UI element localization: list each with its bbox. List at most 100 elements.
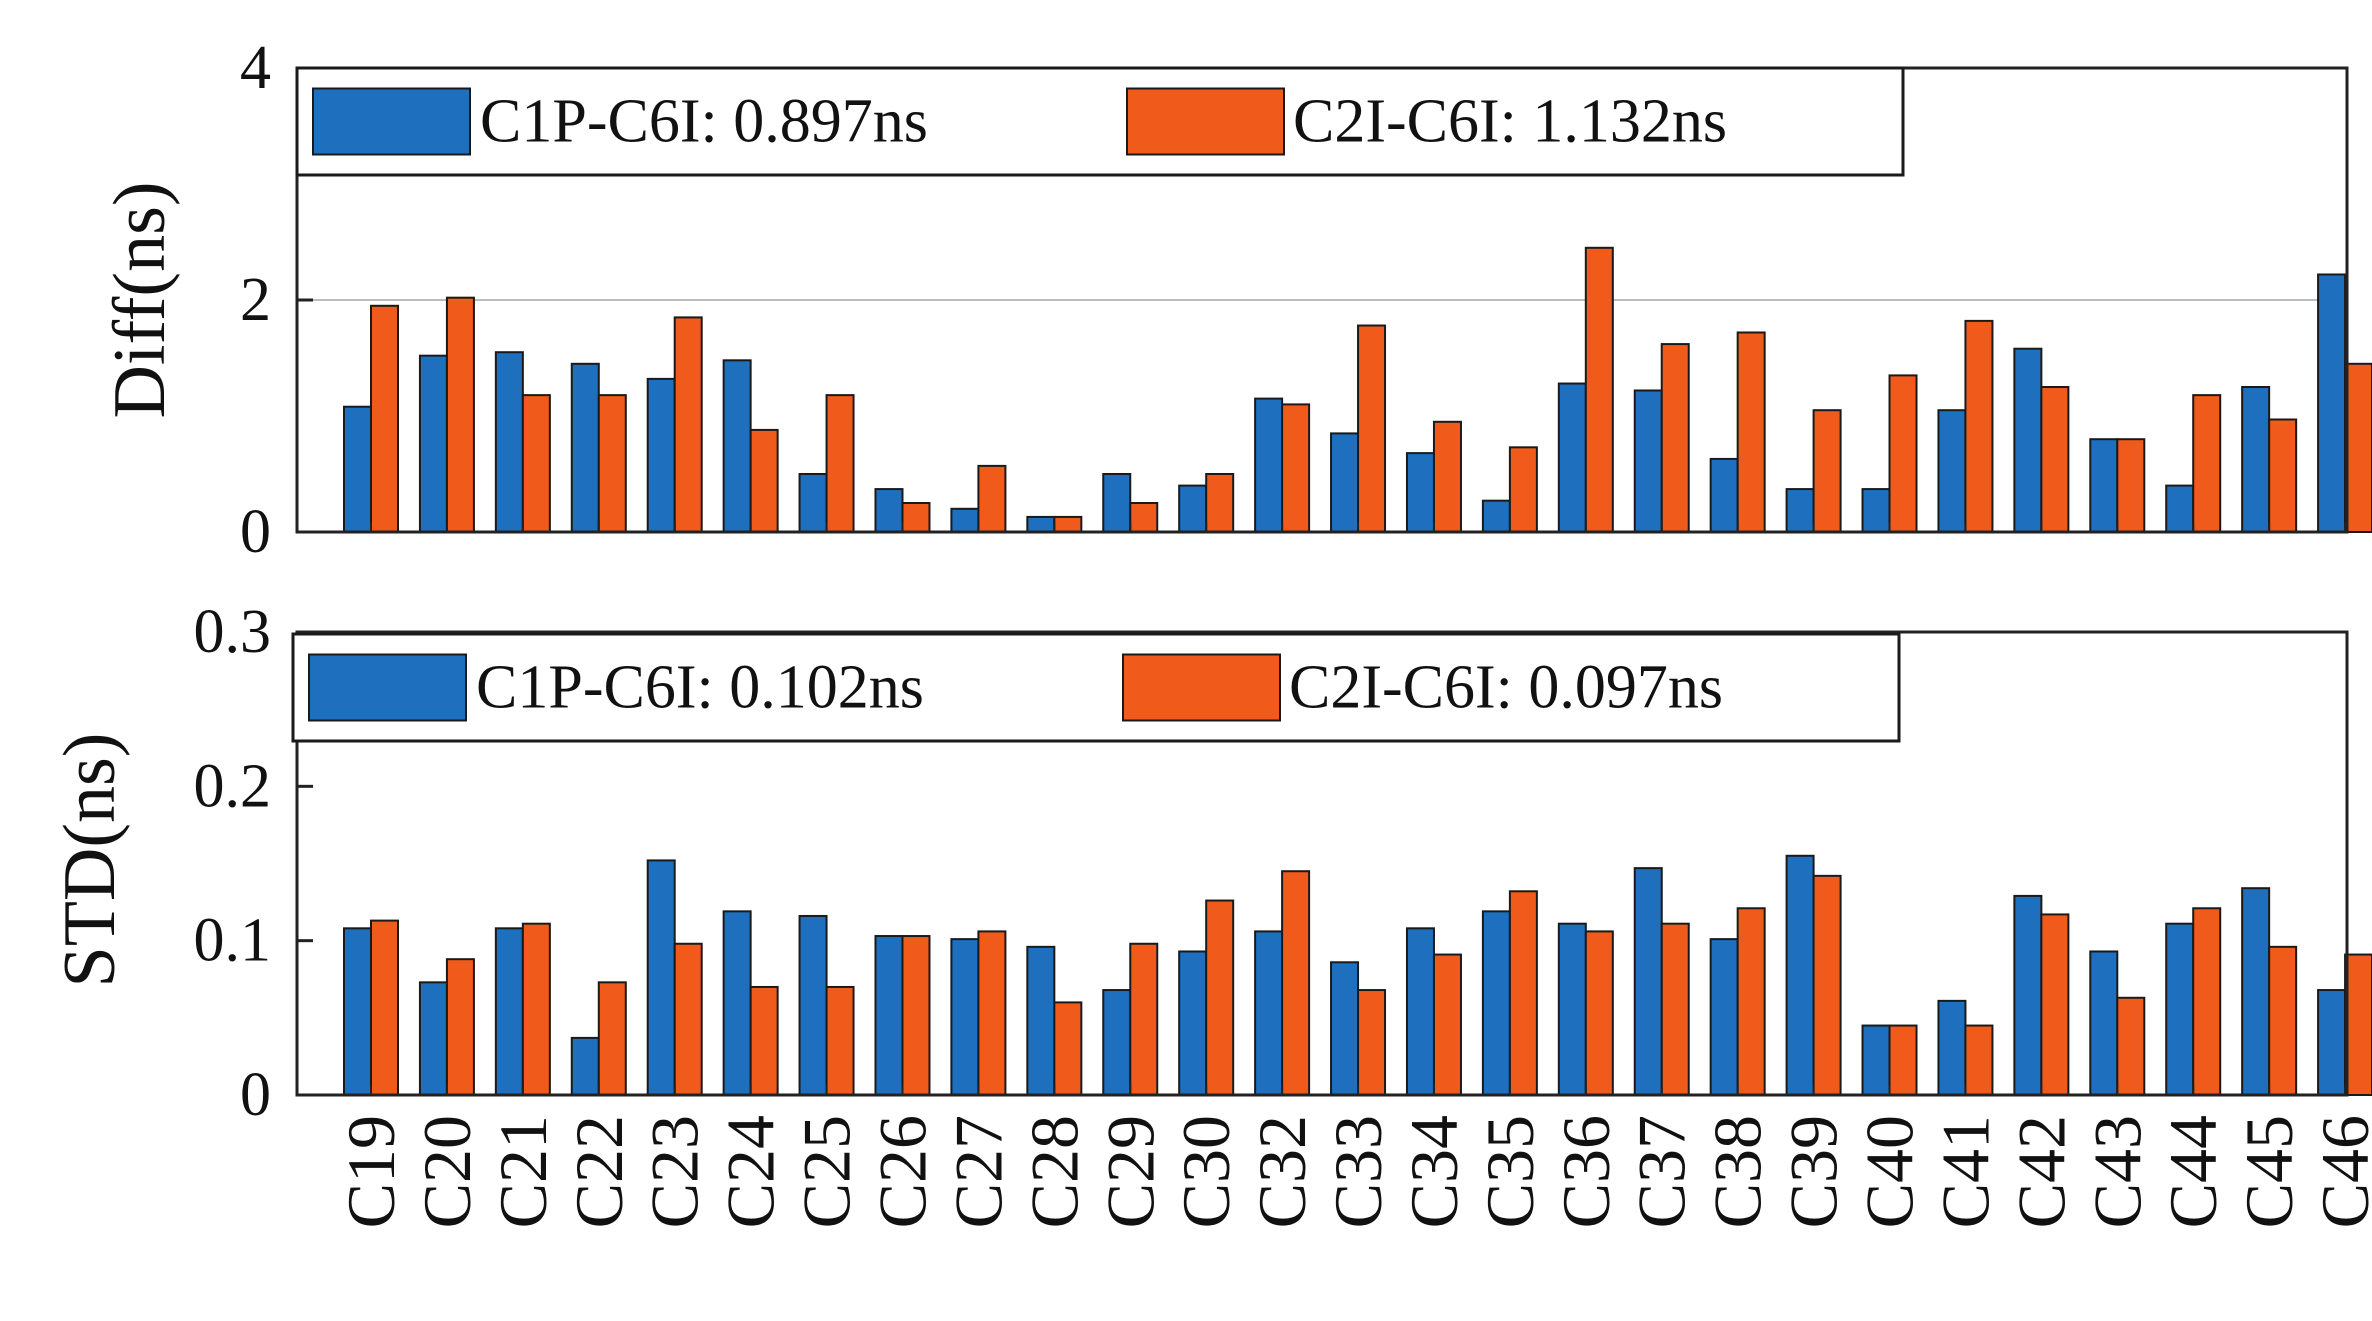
- bar: [1330, 432, 1360, 533]
- x-tick-label: C27: [940, 1115, 1016, 1228]
- bar: [2268, 945, 2298, 1097]
- bar: [2268, 418, 2298, 534]
- bar: [1557, 922, 1587, 1096]
- bar: [1281, 870, 1311, 1097]
- y-tick-label: 0.3: [194, 598, 272, 666]
- x-tick-label: C21: [485, 1115, 561, 1228]
- bar: [2013, 894, 2043, 1096]
- bar: [445, 296, 475, 533]
- bar: [1481, 910, 1511, 1096]
- bar: [1053, 515, 1083, 533]
- bar: [1964, 319, 1994, 533]
- bar: [1432, 953, 1462, 1096]
- bar: [1812, 409, 1842, 534]
- bar: [1709, 938, 1739, 1097]
- bar: [2344, 953, 2372, 1096]
- x-tick-label: C37: [1624, 1115, 1700, 1228]
- bar: [1178, 484, 1208, 534]
- bar: [1481, 499, 1511, 533]
- bar: [673, 316, 703, 533]
- bar: [1660, 922, 1690, 1096]
- bar: [521, 394, 551, 533]
- bar: [1633, 867, 1663, 1096]
- legend-label-series2: C2I-C6I: 0.097ns: [1289, 654, 1723, 722]
- bar: [1357, 989, 1387, 1097]
- bar: [1508, 890, 1538, 1097]
- legend: C1P-C6I: 0.102ns C2I-C6I: 0.097ns: [291, 632, 1901, 743]
- x-tick-label: C34: [1396, 1115, 1472, 1228]
- bar: [1432, 420, 1462, 533]
- bar: [494, 351, 524, 534]
- legend-swatch-series2: [1126, 87, 1285, 156]
- y-tick-label: 0: [240, 1061, 271, 1129]
- bar: [1888, 374, 1918, 533]
- x-tick-label: C25: [789, 1115, 865, 1228]
- x-tick-label: C28: [1016, 1115, 1092, 1228]
- bar: [2040, 386, 2070, 533]
- bar: [2089, 950, 2119, 1096]
- bar: [597, 394, 627, 533]
- bar: [825, 394, 855, 533]
- bar: [1508, 446, 1538, 534]
- bar: [749, 985, 779, 1097]
- legend-box: [295, 66, 1905, 177]
- y-tick-label: 0.2: [194, 752, 272, 820]
- y-tick-label: 0: [240, 498, 271, 566]
- bar: [825, 985, 855, 1097]
- bar: [2192, 907, 2222, 1096]
- legend-box: [291, 632, 1901, 743]
- bar: [1102, 473, 1132, 533]
- bar: [1129, 942, 1159, 1097]
- x-tick-label: C24: [713, 1115, 789, 1228]
- bar: [646, 859, 676, 1096]
- legend: C1P-C6I: 0.897ns C2I-C6I: 1.132ns: [295, 66, 1905, 177]
- bar: [370, 304, 399, 533]
- bar: [749, 428, 779, 534]
- bar: [673, 942, 703, 1097]
- bar: [1281, 403, 1311, 533]
- x-tick-label: C44: [2155, 1115, 2231, 1228]
- bar: [343, 405, 372, 533]
- chart-panel-diff: 0 2 4 Diff(ns) C1P-C6I: 0.897ns C2I-C6I: 1.13…: [99, 34, 2372, 566]
- x-tick-label: C40: [1852, 1115, 1928, 1228]
- x-tick-label: C35: [1472, 1115, 1548, 1228]
- bar: [1026, 945, 1056, 1097]
- legend-swatch-series1: [308, 653, 467, 722]
- x-tick-label: C22: [561, 1115, 637, 1228]
- x-tick-label: C41: [1927, 1115, 2003, 1228]
- bar: [445, 958, 475, 1096]
- bar: [1102, 989, 1132, 1097]
- x-tick-label: C45: [2231, 1115, 2307, 1228]
- y-tick-label: 2: [240, 266, 271, 334]
- bar: [1557, 382, 1587, 533]
- bar: [370, 919, 399, 1096]
- x-tick-label: C42: [2003, 1115, 2079, 1228]
- bar: [901, 935, 931, 1097]
- bar: [1584, 246, 1614, 534]
- bar: [597, 981, 627, 1096]
- x-tick-label: C29: [1092, 1115, 1168, 1228]
- bar: [1254, 397, 1284, 533]
- bar: [2089, 438, 2119, 534]
- bar: [570, 362, 600, 533]
- bar: [977, 930, 1007, 1097]
- bar: [2165, 922, 2195, 1096]
- bar: [646, 377, 676, 533]
- bar: [1129, 502, 1159, 533]
- x-tick-label: C20: [409, 1115, 485, 1228]
- x-tick-label: C32: [1244, 1115, 1320, 1228]
- bar: [1937, 999, 1967, 1097]
- bar: [1861, 1024, 1891, 1097]
- bar: [1330, 961, 1360, 1096]
- bar: [2116, 438, 2146, 534]
- bar: [950, 507, 980, 533]
- x-tick-label: C36: [1548, 1115, 1624, 1228]
- bar: [901, 502, 931, 533]
- bar: [2344, 362, 2372, 533]
- x-tick-label: C26: [864, 1115, 940, 1228]
- bar: [2165, 484, 2195, 534]
- bar: [2116, 996, 2146, 1097]
- bar: [2241, 887, 2271, 1097]
- bar: [418, 981, 448, 1096]
- bar: [1053, 1001, 1083, 1097]
